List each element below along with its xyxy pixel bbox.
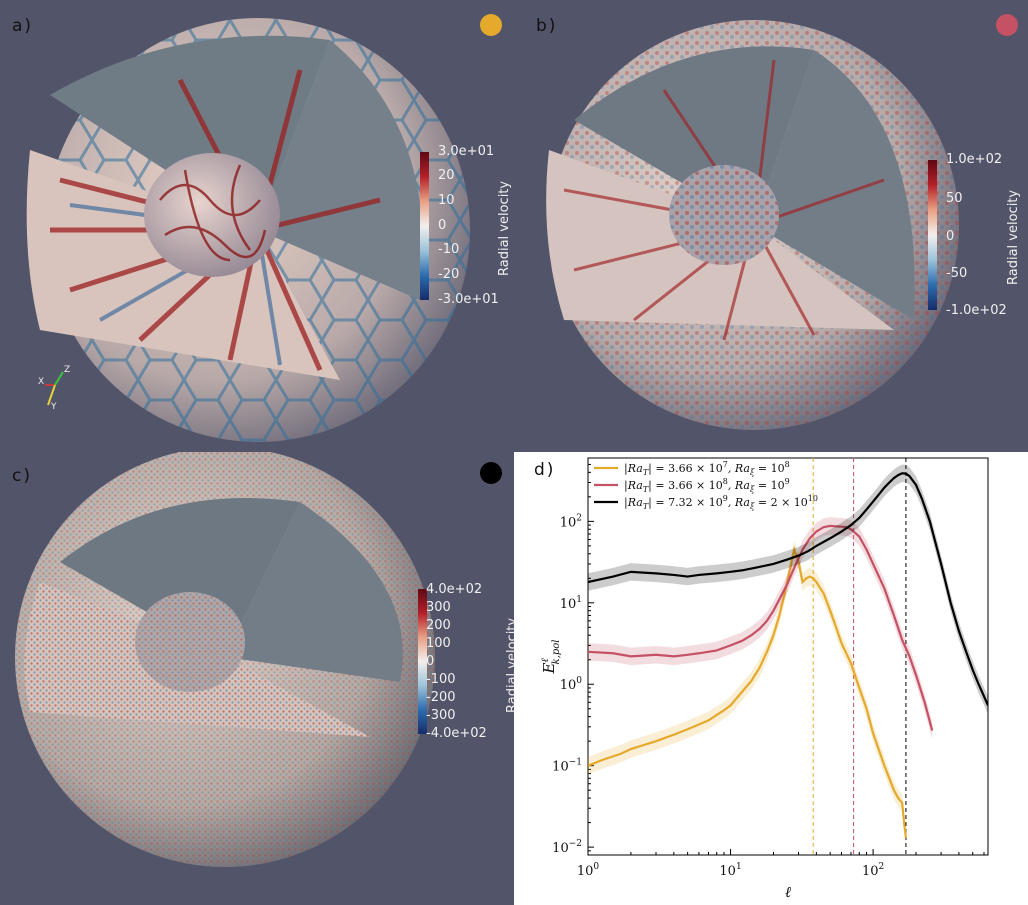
colorbar-a-tick: 3.0e+01 bbox=[438, 144, 495, 159]
panel-d: d) 100 101 102 10−2 10−1 100 101 102 ℓ Eℓk,pol |Ra… bbox=[514, 452, 1028, 905]
colorbar-a-tick: -3.0e+01 bbox=[438, 292, 499, 307]
legend-label-1: |RaT| = 3.66 × 107, Raξ = 108 bbox=[624, 460, 790, 477]
colorbar-a-tick: 0 bbox=[438, 218, 447, 233]
axis-z-label: Z bbox=[64, 365, 71, 375]
series-dot-a bbox=[480, 14, 502, 36]
colorbar-b-tick: 1.0e+02 bbox=[946, 152, 1003, 167]
panel-c: c) 4.0e+02 300 200 100 0 -100 -200 -300 … bbox=[0, 452, 520, 905]
plot-frame bbox=[587, 457, 989, 856]
panel-label-c: c) bbox=[12, 466, 32, 486]
colorbar-c-tick: 0 bbox=[426, 654, 435, 669]
y-tick-label: 10−1 bbox=[552, 758, 582, 775]
y-tick-label: 10−2 bbox=[552, 839, 582, 856]
y-tick-label: 100 bbox=[560, 676, 583, 693]
colorbar-b bbox=[928, 160, 937, 310]
colorbar-c-tick: -100 bbox=[426, 672, 456, 687]
x-axis-label: ℓ bbox=[785, 883, 791, 901]
colorbar-c-tick: 200 bbox=[426, 618, 451, 633]
colorbar-b-title: Radial velocity bbox=[1006, 189, 1021, 285]
panel-label-a: a) bbox=[12, 16, 34, 36]
x-tick-label: 102 bbox=[862, 862, 884, 879]
y-tick-label: 102 bbox=[560, 513, 582, 530]
x-tick-label: 101 bbox=[719, 862, 741, 879]
colorbar-b-tick: -50 bbox=[946, 266, 968, 281]
axes-triad-a bbox=[45, 371, 64, 406]
panel-label-d: d) bbox=[534, 460, 556, 480]
legend-label-3: |RaT| = 7.32 × 109, Raξ = 2 × 1010 bbox=[624, 494, 818, 511]
sphere-render-c bbox=[15, 452, 435, 867]
colorbar-a bbox=[420, 152, 429, 300]
panel-b: b) 1.0e+02 50 0 -50 -1.0e+02 Radial velo… bbox=[514, 0, 1028, 452]
colorbar-c-tick: -4.0e+02 bbox=[426, 726, 487, 741]
axis-y-label: Y bbox=[51, 402, 57, 412]
series-line-2 bbox=[588, 524, 934, 731]
colorbar-b-tick: 50 bbox=[946, 191, 963, 206]
colorbar-c-tick: 300 bbox=[426, 600, 451, 615]
colorbar-a-title: Radial velocity bbox=[497, 180, 512, 276]
y-tick-label: 101 bbox=[560, 595, 582, 612]
series-dot-c bbox=[480, 462, 502, 484]
colorbar-c-tick: 4.0e+02 bbox=[426, 582, 483, 597]
legend-label-2: |RaT| = 3.66 × 108, Raξ = 109 bbox=[624, 477, 790, 494]
axis-x-label: X bbox=[38, 377, 45, 387]
colorbar-a-tick: 20 bbox=[438, 168, 455, 183]
y-axis-label: Eℓk,pol bbox=[540, 640, 562, 675]
spectrum-chart: 100 101 102 10−2 10−1 100 101 102 ℓ Eℓk,pol |RaT| … bbox=[540, 457, 989, 901]
colorbar-a-tick: -20 bbox=[438, 267, 460, 282]
panel-a: X Z Y a) 3.0e+01 20 10 0 -10 -20 -3.0e+0… bbox=[0, 0, 514, 452]
colorbar-c bbox=[418, 589, 427, 734]
colorbar-b-tick: -1.0e+02 bbox=[946, 303, 1007, 318]
plot-area bbox=[588, 458, 988, 855]
colorbar-a-tick: -10 bbox=[438, 242, 460, 257]
series-band-1 bbox=[588, 540, 906, 847]
colorbar-c-tick: 100 bbox=[426, 636, 451, 651]
series-dot-b bbox=[996, 14, 1018, 36]
colorbar-c-tick: -200 bbox=[426, 690, 456, 705]
colorbar-c-tick: -300 bbox=[426, 708, 456, 723]
panel-label-b: b) bbox=[536, 16, 558, 36]
x-tick-label: 100 bbox=[577, 862, 600, 879]
series-line-1 bbox=[588, 545, 908, 838]
colorbar-b-tick: 0 bbox=[946, 229, 955, 244]
sphere-render-a bbox=[26, 18, 470, 442]
sphere-render-b bbox=[546, 20, 959, 430]
colorbar-a-tick: 10 bbox=[438, 193, 455, 208]
series-line-3 bbox=[588, 472, 988, 706]
